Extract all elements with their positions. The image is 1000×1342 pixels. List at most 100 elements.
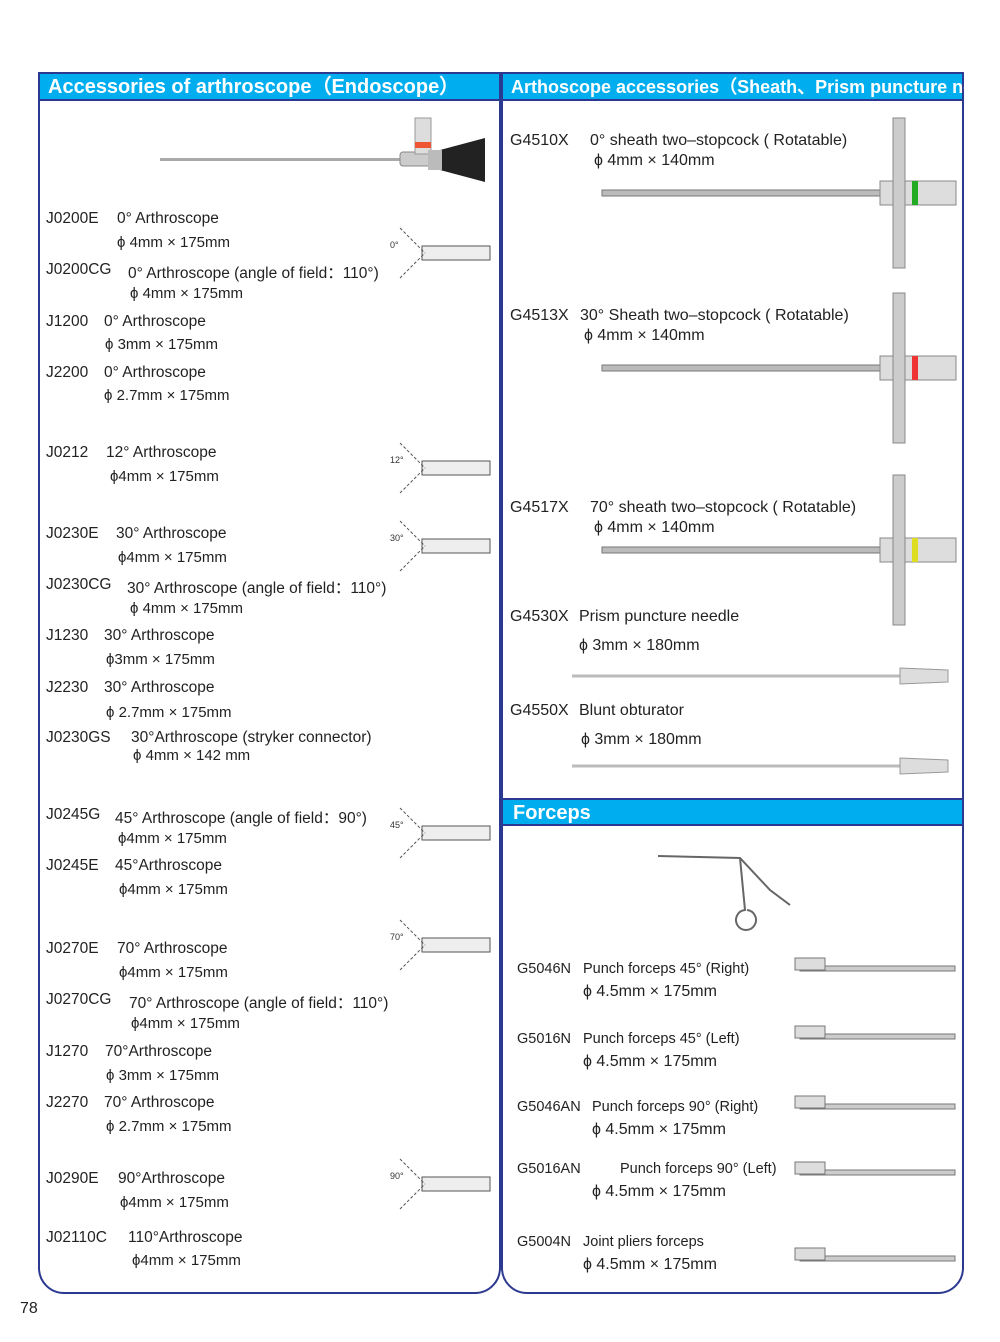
product-name: 70°Arthroscope <box>105 1043 213 1060</box>
field-line <box>399 467 426 494</box>
sheath-panel: Arthoscope accessories（Sheath、Prism punc… <box>501 72 1000 1294</box>
product-code: J1200 <box>46 313 89 330</box>
product-name: 45°Arthroscope <box>115 857 223 874</box>
product-code: J2270 <box>46 1094 89 1111</box>
scope-tip <box>421 460 491 476</box>
angle-label: 0° <box>390 240 399 250</box>
product-size: ϕ 4mm × 140mm <box>594 152 715 169</box>
product-name: 70° sheath two–stopcock ( Rotatable) <box>590 499 857 516</box>
forceps-jaw <box>794 957 826 971</box>
product-name: Prism puncture needle <box>579 608 740 625</box>
angle-label: 30° <box>390 533 404 543</box>
product-code: G5016AN <box>517 1161 581 1177</box>
forceps-jaw <box>794 1095 826 1109</box>
product-name: Blunt obturator <box>579 702 684 719</box>
needle-image <box>572 674 902 678</box>
product-name: 30° Arthroscope <box>104 627 215 644</box>
forceps-jaw <box>794 1025 826 1039</box>
needle-handle <box>899 667 949 685</box>
product-code: G4550X <box>510 702 569 719</box>
product-size: ϕ4mm × 175mm <box>118 549 227 566</box>
field-line <box>399 944 426 971</box>
product-code: J02110C <box>46 1229 107 1246</box>
product-name: Joint pliers forceps <box>583 1234 704 1250</box>
field-line <box>399 1158 426 1185</box>
field-line <box>399 919 426 946</box>
product-code: J0245E <box>46 857 99 874</box>
angle-label: 70° <box>390 932 404 942</box>
sheath-image <box>601 364 883 372</box>
product-name: 0° Arthroscope <box>117 210 219 227</box>
product-code: G4517X <box>510 499 569 516</box>
product-code: G5046AN <box>517 1099 581 1115</box>
product-size: ϕ 4mm × 175mm <box>130 285 244 302</box>
field-line <box>399 520 426 547</box>
product-code: J0230GS <box>46 729 111 746</box>
sheath-ring <box>912 356 918 380</box>
product-size: ϕ3mm × 175mm <box>106 651 215 668</box>
product-size: ϕ 4.5mm × 175mm <box>592 1183 726 1200</box>
product-name: 0° Arthroscope (angle of field：110°) <box>128 265 379 282</box>
product-name: 30° Sheath two–stopcock ( Rotatable) <box>580 307 849 324</box>
field-line <box>399 545 426 572</box>
product-name: 30°Arthroscope (stryker connector) <box>131 729 372 746</box>
scope-tip <box>421 825 491 841</box>
product-code: J2200 <box>46 364 89 381</box>
forceps-jaw <box>794 1247 826 1261</box>
product-code: J0230CG <box>46 576 112 593</box>
product-size: ϕ 4.5mm × 175mm <box>583 983 717 1000</box>
product-size: ϕ 4mm × 142 mm <box>133 747 251 764</box>
product-name: Punch forceps 45° (Left) <box>583 1031 740 1047</box>
product-size: ϕ 2.7mm × 175mm <box>106 704 232 721</box>
needle-handle <box>899 757 949 775</box>
arthroscope-panel: Accessories of arthroscope（Endoscope） <box>38 72 501 1294</box>
sheath-image <box>601 546 883 554</box>
product-code: G4510X <box>510 132 569 149</box>
product-name: 90°Arthroscope <box>118 1170 226 1187</box>
product-name: Punch forceps 90° (Left) <box>620 1161 777 1177</box>
scope-tip <box>421 937 491 953</box>
product-size: ϕ 4.5mm × 175mm <box>583 1256 717 1273</box>
product-size: ϕ 2.7mm × 175mm <box>104 387 230 404</box>
product-size: ϕ 3mm × 175mm <box>106 1067 220 1084</box>
needle-image <box>572 764 902 768</box>
field-line <box>399 442 426 469</box>
product-size: ϕ 2.7mm × 175mm <box>106 1118 232 1135</box>
product-name: 30° Arthroscope <box>116 525 227 542</box>
stopcock <box>892 474 906 626</box>
product-size: ϕ 4.5mm × 175mm <box>592 1121 726 1138</box>
product-size: ϕ 4mm × 140mm <box>594 519 715 536</box>
stopcock <box>892 117 906 269</box>
product-code: J1270 <box>46 1043 89 1060</box>
product-code: G5016N <box>517 1031 572 1047</box>
product-code: J0200E <box>46 210 99 227</box>
product-size: ϕ4mm × 175mm <box>132 1252 241 1269</box>
forceps-header: Forceps <box>503 798 962 826</box>
field-line <box>399 227 426 254</box>
section-header: Arthoscope accessories（Sheath、Prism punc… <box>503 74 1000 101</box>
product-code: J0270E <box>46 940 99 957</box>
product-name: 30° Arthroscope (angle of field：110°) <box>127 580 387 597</box>
sheath-ring <box>912 538 918 562</box>
product-code: J0230E <box>46 525 99 542</box>
angle-label: 12° <box>390 455 404 465</box>
product-size: ϕ4mm × 175mm <box>110 468 219 485</box>
sheath-image <box>601 189 883 197</box>
product-code: J0290E <box>46 1170 99 1187</box>
page-number: 78 <box>20 1300 38 1317</box>
product-name: 12° Arthroscope <box>106 444 217 461</box>
product-name: 70° Arthroscope <box>104 1094 215 1111</box>
product-name: 45° Arthroscope (angle of field：90°) <box>115 810 367 827</box>
product-name: 0° Arthroscope <box>104 364 206 381</box>
product-code: J0212 <box>46 444 89 461</box>
forceps-jaw <box>794 1161 826 1175</box>
product-code: J1230 <box>46 627 89 644</box>
product-size: ϕ 3mm × 180mm <box>579 637 700 654</box>
product-size: ϕ 3mm × 180mm <box>581 731 702 748</box>
product-code: G5046N <box>517 961 572 977</box>
arthroscope-image <box>160 117 485 182</box>
field-line <box>399 832 426 859</box>
angle-label: 90° <box>390 1171 404 1181</box>
product-size: ϕ 4.5mm × 175mm <box>583 1053 717 1070</box>
